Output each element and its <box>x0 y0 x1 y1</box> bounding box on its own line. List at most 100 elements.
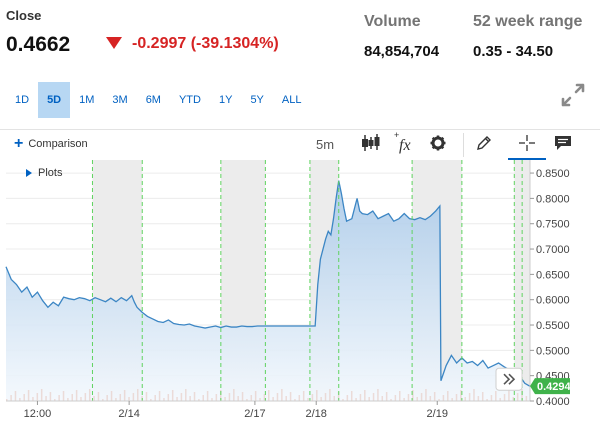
price-line <box>5 180 531 387</box>
volume-bar <box>123 390 126 401</box>
volume-bar <box>390 399 392 401</box>
volume-bar <box>342 399 344 401</box>
volume-bar <box>350 391 353 401</box>
volume-bar <box>23 394 25 401</box>
volume-bar <box>455 394 458 401</box>
volume-bar <box>40 389 43 401</box>
plots-label: Plots <box>38 167 63 179</box>
volume-bar <box>202 395 204 401</box>
comment-icon[interactable] <box>551 131 575 155</box>
volume-bar <box>206 391 209 401</box>
range-selector: 1D 5D 1M 3M 6M YTD 1Y 5Y ALL <box>6 82 310 118</box>
volume-bar <box>10 395 12 401</box>
pencil-icon[interactable] <box>472 131 496 155</box>
toolbar-divider <box>0 129 600 130</box>
volume-bar <box>241 392 244 401</box>
volume-bar <box>268 390 270 401</box>
volume-bar <box>442 395 445 401</box>
volume-bar <box>45 396 47 401</box>
volume-bar <box>250 395 253 401</box>
y-tick-label: 0.5500 <box>536 320 570 332</box>
crosshair-active-indicator <box>508 158 546 160</box>
range-button-1y[interactable]: 1Y <box>218 94 233 106</box>
function-icon[interactable]: + fx <box>393 131 417 155</box>
volume-bar <box>420 393 423 401</box>
price-chart[interactable]: 0.8500 0.8000 0.7500 0.7000 0.6500 0.6000 0.55… <box>0 160 600 429</box>
volume-bar <box>19 398 21 401</box>
y-tick-label: 0.8000 <box>536 193 570 205</box>
volume-bar <box>93 396 95 401</box>
volume-bar <box>14 391 17 401</box>
volume-bar <box>272 397 274 401</box>
volume-bar <box>163 398 165 401</box>
volume-bar <box>516 393 519 401</box>
range-button-1m[interactable]: 1M <box>79 94 95 106</box>
range-button-3m[interactable]: 3M <box>112 94 128 106</box>
range-button-5y[interactable]: 5Y <box>250 94 264 106</box>
volume-bar <box>377 389 379 401</box>
y-tick-label: 0.8500 <box>536 168 570 180</box>
volume-bar <box>364 390 366 401</box>
week-range-label: 52 week range <box>473 13 583 30</box>
svg-text:fx: fx <box>399 137 411 154</box>
volume-bar <box>355 398 357 401</box>
volume-bar <box>525 396 528 401</box>
volume-bar <box>137 389 139 401</box>
volume-bar <box>337 392 340 401</box>
range-button-6m[interactable]: 6M <box>145 94 161 106</box>
volume-bar <box>67 398 69 401</box>
candlestick-icon[interactable] <box>359 131 383 155</box>
price-area <box>6 180 530 401</box>
x-tick-label: 2/14 <box>118 408 139 420</box>
volume-bar <box>429 396 432 401</box>
volume-bar <box>346 395 349 401</box>
double-chevron-right-icon <box>503 373 516 385</box>
volume-bar <box>145 392 148 401</box>
volume-bar <box>468 393 471 401</box>
volume-bar <box>333 396 335 401</box>
range-button-all[interactable]: ALL <box>281 94 302 106</box>
volume-bar <box>324 393 327 401</box>
range-button-1d[interactable]: 1D <box>15 94 30 106</box>
volume-bar <box>154 395 156 401</box>
last-price-value: 0.4294 <box>537 381 572 393</box>
volume-bar <box>368 397 370 401</box>
range-button-ytd[interactable]: YTD <box>178 94 201 106</box>
volume-bar <box>211 398 213 401</box>
volume-bar <box>285 396 287 401</box>
volume-bar <box>416 397 418 401</box>
plus-icon: + <box>14 135 24 152</box>
y-tick-label: 0.6000 <box>536 295 570 307</box>
volume-bar <box>281 389 283 401</box>
gear-icon[interactable] <box>426 131 450 155</box>
expand-icon[interactable] <box>560 82 586 108</box>
volume-bar <box>359 394 362 401</box>
volume-bar <box>372 393 375 401</box>
volume-bar <box>233 389 235 401</box>
comparison-button[interactable]: + Comparison <box>14 135 88 152</box>
volume-bar <box>150 399 152 401</box>
crosshair-icon[interactable] <box>515 131 539 155</box>
close-label: Close <box>6 8 42 23</box>
volume-bar <box>119 394 122 401</box>
volume-bar <box>490 395 493 401</box>
volume-bar <box>185 389 187 401</box>
volume-bar <box>106 395 108 401</box>
volume-bar <box>451 398 453 401</box>
y-tick-label: 0.4000 <box>536 396 570 408</box>
volume-bar <box>36 393 39 401</box>
volume-bar <box>412 390 414 401</box>
volume-bar <box>224 397 226 401</box>
volume-bar <box>486 399 488 401</box>
y-tick-label: 0.6500 <box>536 269 570 281</box>
plots-toggle[interactable]: Plots <box>26 167 62 179</box>
volume-bar <box>512 397 515 401</box>
volume-bar <box>385 392 388 401</box>
interval-selector[interactable]: 5m <box>316 136 335 152</box>
range-button-5d[interactable]: 5D <box>38 82 71 118</box>
volume-bar <box>132 393 135 401</box>
y-tick-label: 0.7500 <box>536 219 570 231</box>
volume-bar <box>58 395 60 401</box>
volume-bar <box>171 390 174 401</box>
y-tick-label: 0.5000 <box>536 345 570 357</box>
